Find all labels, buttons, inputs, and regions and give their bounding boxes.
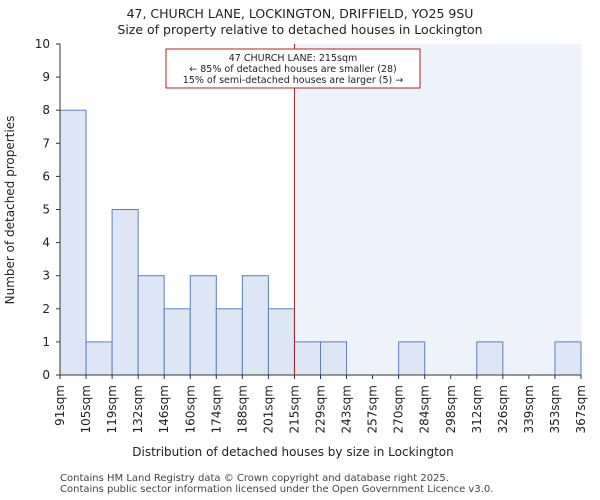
x-tick-label: 188sqm xyxy=(235,385,249,433)
footer-line-2: Contains public sector information licen… xyxy=(60,484,494,495)
histogram-bar xyxy=(59,109,87,376)
x-tick-label: 146sqm xyxy=(157,385,171,433)
annotation-box xyxy=(165,48,421,89)
x-tick-label: 243sqm xyxy=(340,385,354,433)
y-tick-label: 2 xyxy=(42,302,50,316)
y-tick-label: 10 xyxy=(35,37,50,51)
histogram-bar xyxy=(554,341,582,376)
highlight-region xyxy=(294,44,581,375)
histogram-bar xyxy=(163,308,191,376)
x-tick-label: 367sqm xyxy=(574,385,588,433)
y-tick-label: 1 xyxy=(42,335,50,349)
histogram-bar xyxy=(189,275,217,376)
annotation-line-1: 47 CHURCH LANE: 215sqm xyxy=(229,53,357,64)
y-tick-label: 3 xyxy=(42,269,50,283)
histogram-bar xyxy=(241,275,269,376)
histogram-bar xyxy=(267,308,295,376)
histogram-bar xyxy=(215,308,243,376)
y-tick-label: 7 xyxy=(42,136,50,150)
x-tick-label: 298sqm xyxy=(444,385,458,433)
x-tick-label: 119sqm xyxy=(105,385,119,433)
y-tick-label: 4 xyxy=(42,236,50,250)
x-tick-label: 312sqm xyxy=(470,385,484,433)
y-tick-label: 5 xyxy=(42,203,50,217)
x-tick-label: 284sqm xyxy=(418,385,432,433)
chart-subtitle: Size of property relative to detached ho… xyxy=(117,22,483,37)
footer-line-1: Contains HM Land Registry data © Crown c… xyxy=(60,473,449,484)
x-tick-label: 174sqm xyxy=(209,385,223,433)
x-tick-label: 339sqm xyxy=(522,385,536,433)
x-tick-label: 270sqm xyxy=(392,385,406,433)
x-tick-label: 229sqm xyxy=(314,385,328,433)
histogram-bar xyxy=(398,341,426,376)
histogram-bar xyxy=(320,341,348,376)
histogram-bar xyxy=(293,341,322,376)
x-tick-label: 132sqm xyxy=(131,385,145,433)
x-axis-label: Distribution of detached houses by size … xyxy=(132,445,453,459)
x-tick-label: 201sqm xyxy=(261,385,275,433)
x-tick-label: 160sqm xyxy=(183,385,197,433)
histogram-bar xyxy=(476,341,504,376)
y-tick-label: 0 xyxy=(42,368,50,382)
annotation-line-3: 15% of semi-detached houses are larger (… xyxy=(183,75,403,86)
y-tick-label: 9 xyxy=(42,70,50,84)
x-tick-label: 105sqm xyxy=(79,385,93,433)
histogram-bar xyxy=(85,341,113,376)
annotation-line-2: ← 85% of detached houses are smaller (28… xyxy=(189,64,396,75)
y-tick-label: 6 xyxy=(42,169,50,183)
y-tick-label: 8 xyxy=(42,103,50,117)
x-tick-label: 215sqm xyxy=(287,385,301,433)
y-axis-label: Number of detached properties xyxy=(3,116,17,305)
x-tick-label: 353sqm xyxy=(548,385,562,433)
x-tick-label: 257sqm xyxy=(366,385,380,433)
histogram-bar xyxy=(111,209,139,376)
x-tick-label: 326sqm xyxy=(496,385,510,433)
histogram-bar xyxy=(137,275,165,376)
chart-title: 47, CHURCH LANE, LOCKINGTON, DRIFFIELD, … xyxy=(126,6,474,21)
x-tick-label: 91sqm xyxy=(53,385,67,426)
